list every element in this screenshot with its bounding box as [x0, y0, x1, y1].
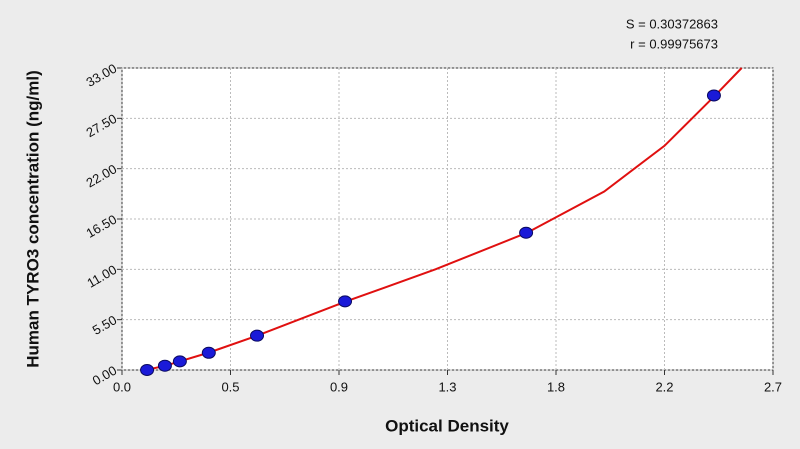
- x-tick-label: 0.0: [113, 379, 131, 394]
- data-point: [157, 359, 172, 372]
- x-tick-label: 2.7: [764, 379, 782, 394]
- data-point: [338, 295, 353, 308]
- data-point: [519, 226, 534, 239]
- fit-curve: [145, 67, 743, 371]
- data-point: [172, 355, 187, 368]
- x-tick-label: 0.5: [221, 379, 239, 394]
- data-point: [140, 364, 155, 376]
- y-axis-label: Human TYRO3 concentration (ng/ml): [23, 70, 42, 368]
- y-tick-label: 5.50: [90, 312, 119, 338]
- x-tick-label: 1.8: [547, 379, 565, 394]
- y-tick-label: 22.00: [84, 161, 120, 190]
- y-tick-label: 27.50: [84, 111, 120, 140]
- x-axis-label: Optical Density: [385, 416, 509, 435]
- data-point: [250, 329, 265, 342]
- x-tick-label: 2.2: [655, 379, 673, 394]
- data-point: [201, 346, 216, 359]
- x-tick-label: 1.3: [438, 379, 456, 394]
- y-tick-label: 16.50: [84, 212, 120, 241]
- x-tick-label: 0.9: [330, 379, 348, 394]
- annotation: r = 0.99975673: [630, 36, 718, 51]
- y-tick-label: 33.00: [84, 61, 120, 90]
- data-point: [706, 89, 721, 102]
- annotation: S = 0.30372863: [626, 16, 718, 31]
- y-tick-label: 11.00: [84, 262, 119, 291]
